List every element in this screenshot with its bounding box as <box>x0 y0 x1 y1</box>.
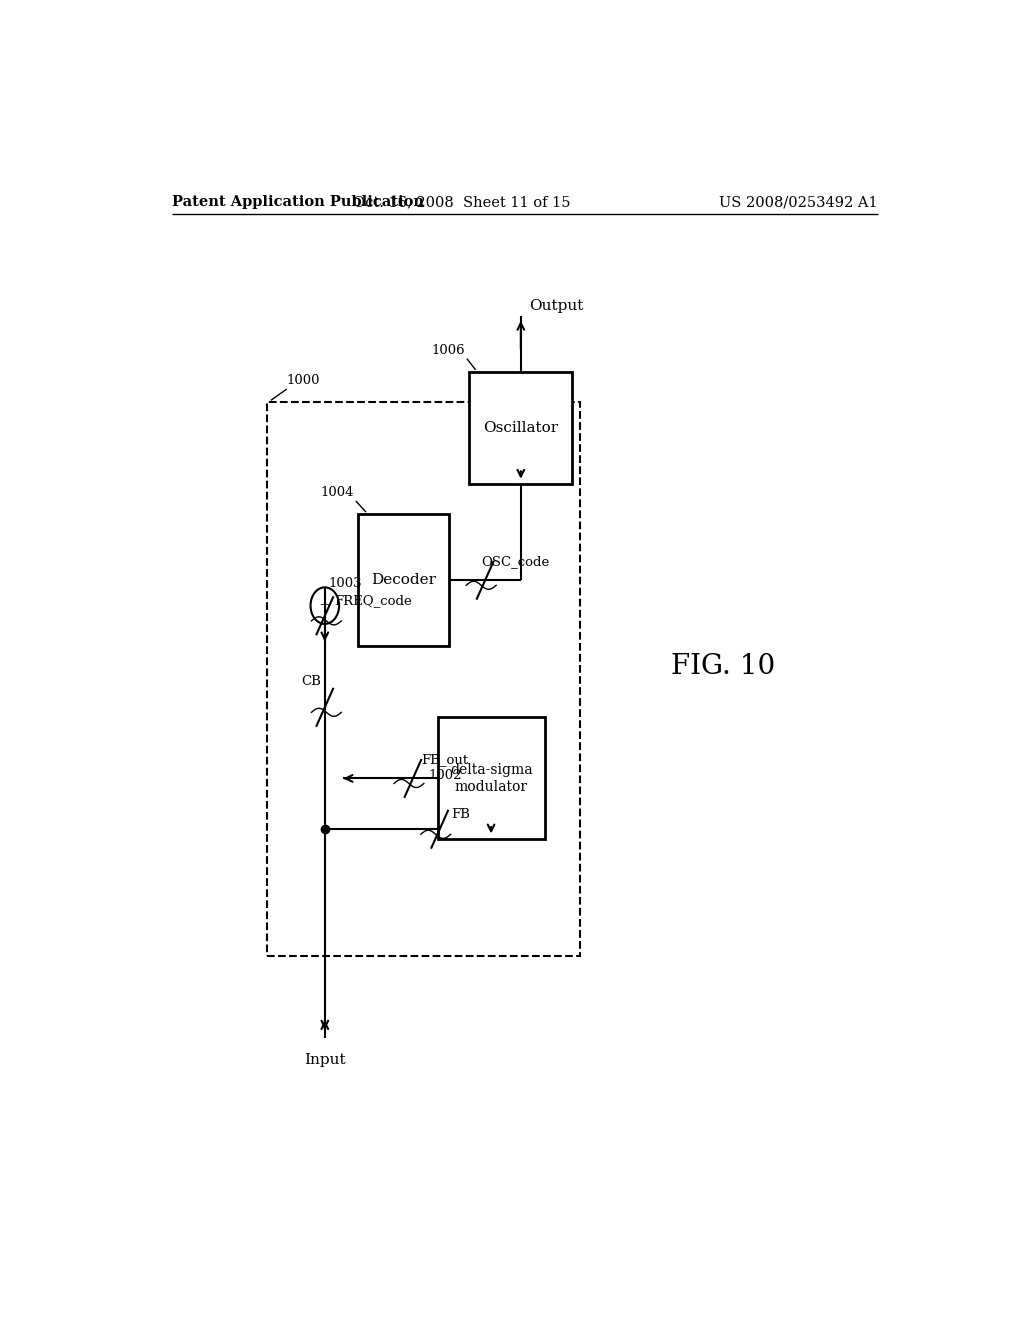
Text: 1000: 1000 <box>287 374 321 387</box>
Text: 1004: 1004 <box>321 486 354 499</box>
Text: US 2008/0253492 A1: US 2008/0253492 A1 <box>719 195 878 209</box>
Text: Input: Input <box>304 1053 346 1067</box>
Text: FIG. 10: FIG. 10 <box>671 653 775 680</box>
Bar <box>437 718 545 840</box>
Text: Patent Application Publication: Patent Application Publication <box>172 195 424 209</box>
Text: 1003: 1003 <box>329 577 362 590</box>
Bar <box>358 515 450 647</box>
Text: 1006: 1006 <box>432 343 465 356</box>
Text: OSC_code: OSC_code <box>481 556 550 569</box>
Bar <box>469 372 572 483</box>
Text: Oscillator: Oscillator <box>483 421 558 434</box>
Text: delta-sigma
modulator: delta-sigma modulator <box>450 763 532 793</box>
Text: Decoder: Decoder <box>372 573 436 587</box>
Text: FB: FB <box>452 808 470 821</box>
Text: CB: CB <box>301 676 321 688</box>
Bar <box>267 403 581 956</box>
Text: Oct. 16, 2008  Sheet 11 of 15: Oct. 16, 2008 Sheet 11 of 15 <box>352 195 570 209</box>
Text: FB_out: FB_out <box>421 754 468 767</box>
Text: FREQ_code: FREQ_code <box>334 594 412 607</box>
Text: 1002: 1002 <box>429 768 462 781</box>
Text: +: + <box>318 598 331 611</box>
Text: Output: Output <box>528 298 583 313</box>
